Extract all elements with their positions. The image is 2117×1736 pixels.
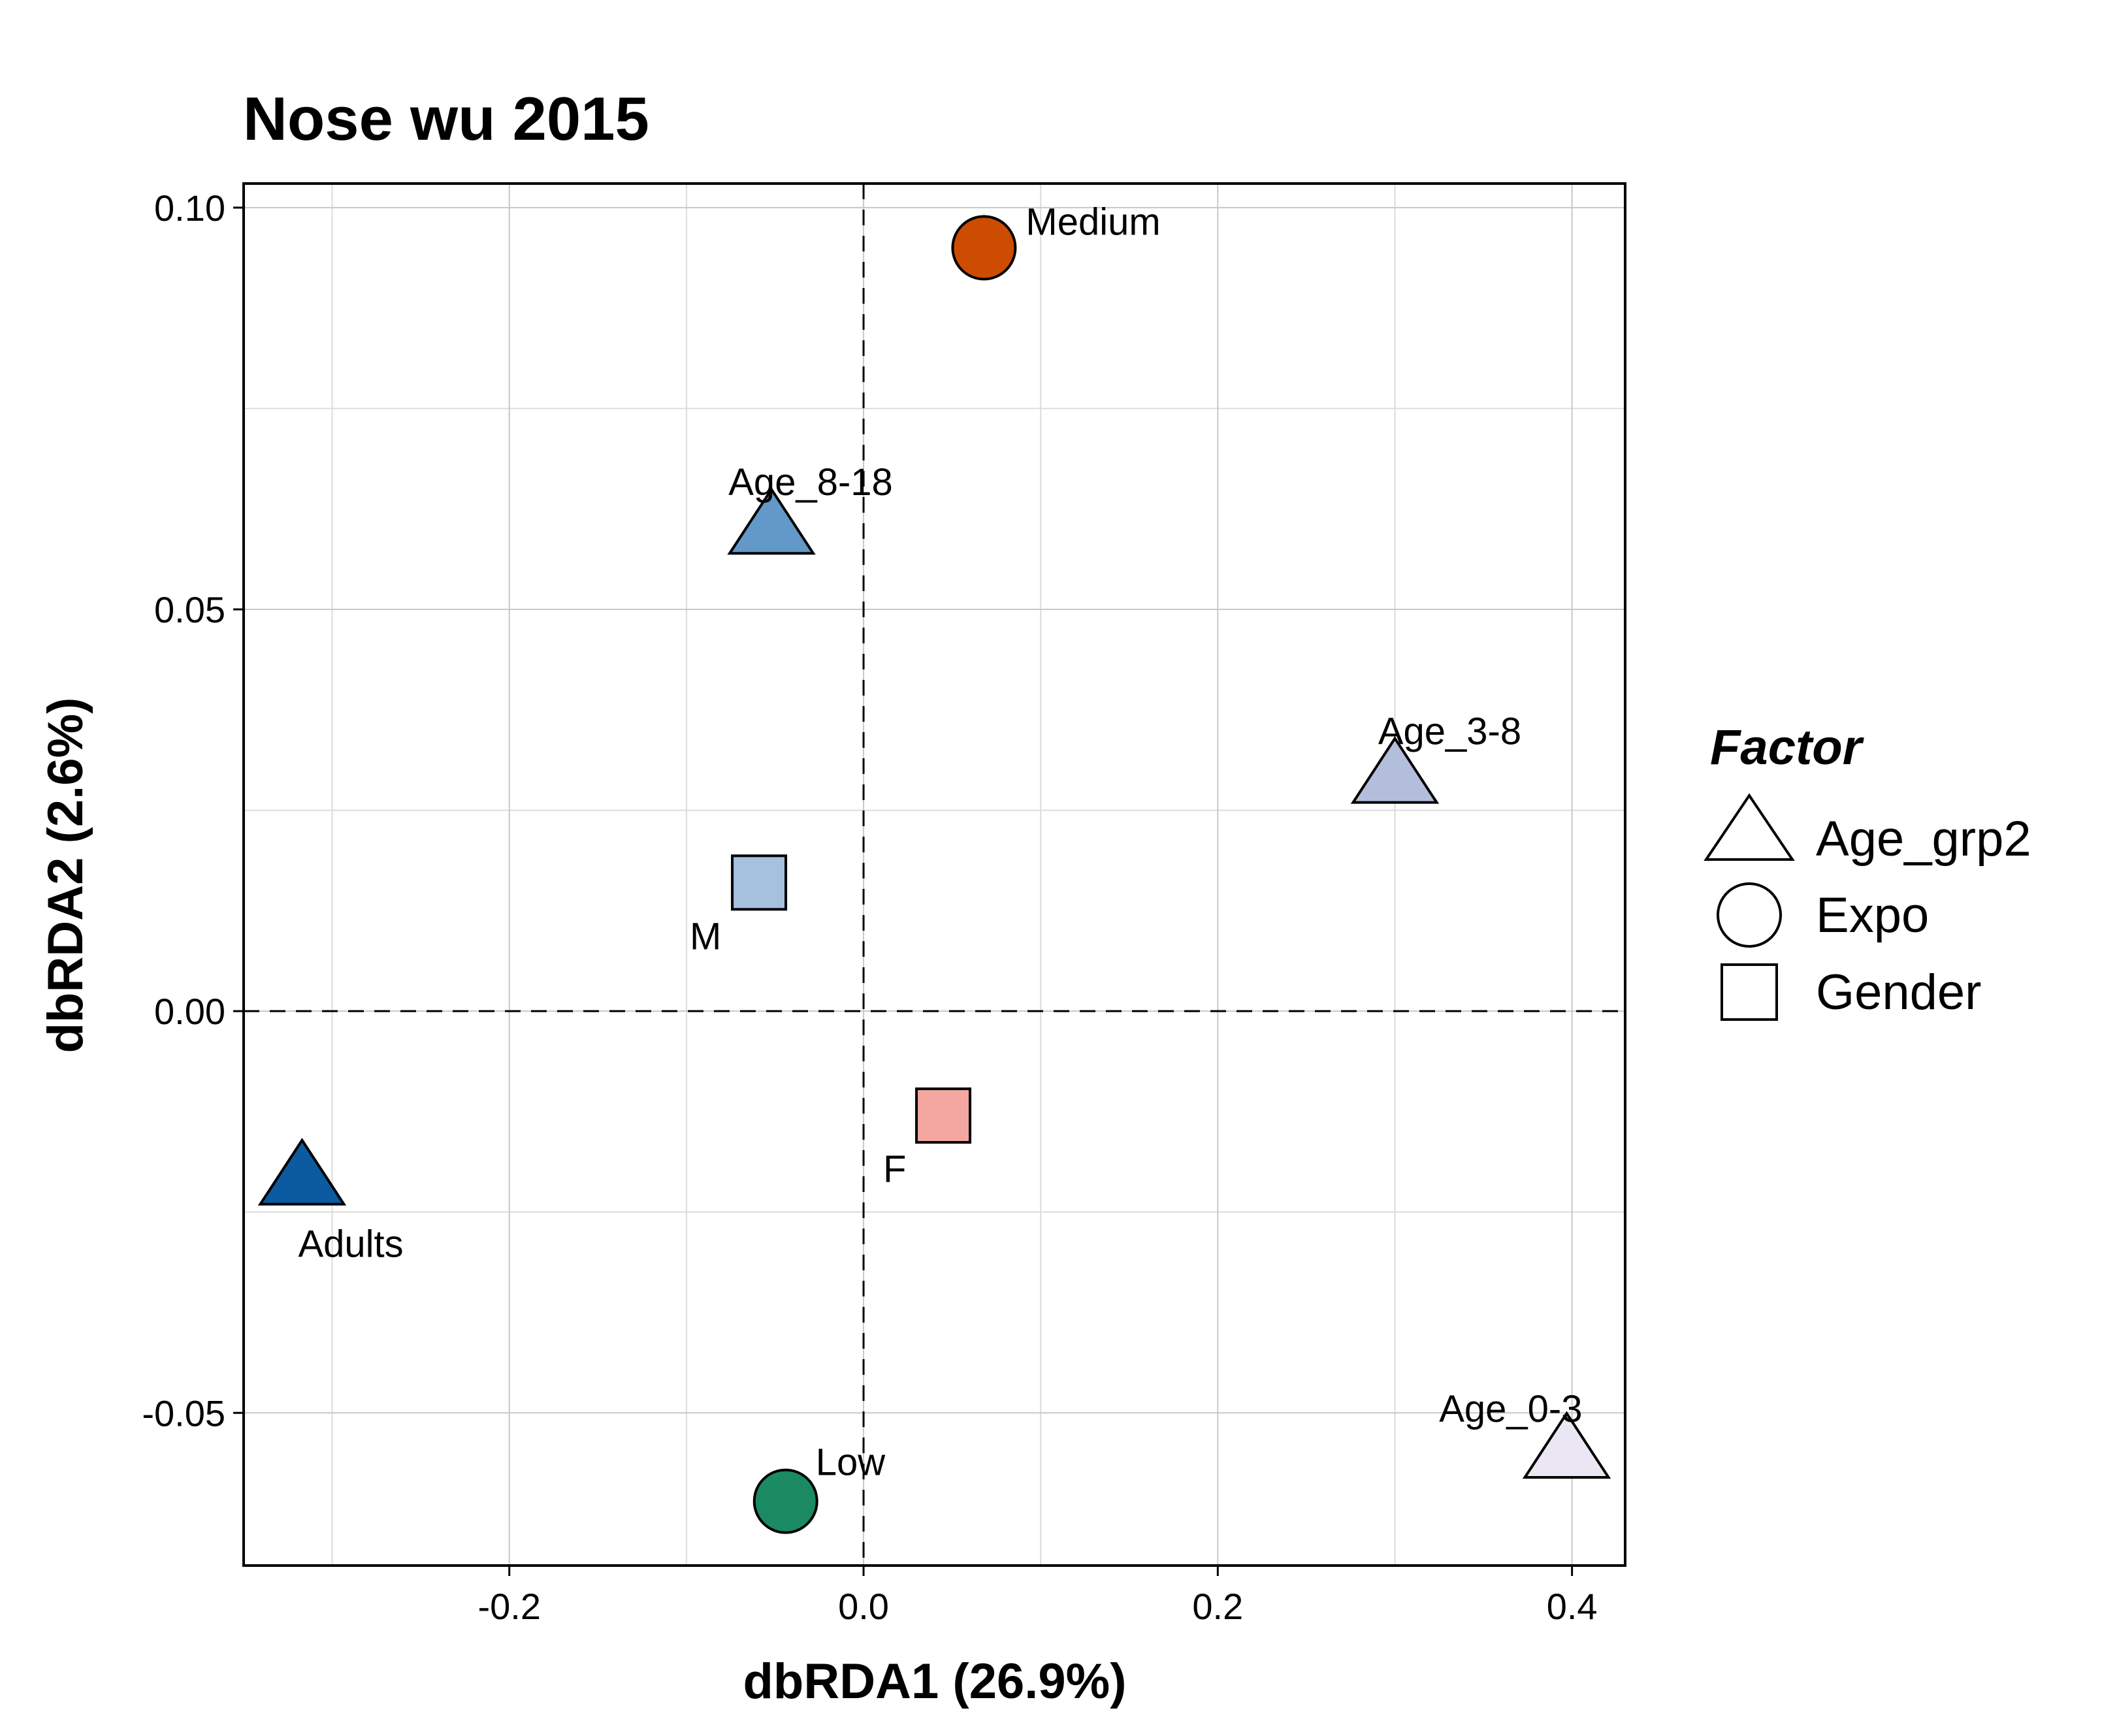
- data-points: [257, 215, 1611, 1534]
- y-tick-label: 0.00: [154, 991, 225, 1032]
- point-label-age-0-3: Age_0-3: [1439, 1388, 1582, 1430]
- point-adults: [257, 1138, 347, 1206]
- x-axis: -0.2 0.0 0.2 0.4: [477, 1566, 1598, 1627]
- legend-label-expo: Expo: [1816, 888, 1929, 943]
- point-medium: [951, 215, 1017, 281]
- point-age-0-3: [1522, 1411, 1611, 1479]
- legend-triangle-icon: [1704, 793, 1795, 861]
- legend-circle-icon: [1717, 882, 1782, 948]
- point-label-m: M: [690, 915, 721, 957]
- x-tick-label: 0.0: [838, 1586, 889, 1627]
- point-age-3-8: [1350, 735, 1440, 804]
- y-tick-label: 0.05: [154, 589, 225, 630]
- y-axis: -0.05 0.00 0.05 0.10: [142, 187, 244, 1434]
- legend: Factor Age_grp2 Expo Gender: [1704, 720, 2031, 1021]
- point-low: [752, 1468, 818, 1534]
- legend-title: Factor: [1710, 720, 1865, 775]
- point-labels: Medium Low Age_8-18 Age_3-8 Adults Age_0-3 M F: [298, 201, 1582, 1483]
- y-tick-label: -0.05: [142, 1392, 225, 1434]
- x-tick-label: 0.4: [1547, 1586, 1598, 1627]
- legend-label-gender: Gender: [1816, 965, 1982, 1020]
- point-label-adults: Adults: [298, 1223, 403, 1265]
- x-axis-title: dbRDA1 (26.9%): [743, 1654, 1127, 1709]
- point-f: [915, 1087, 972, 1144]
- gridlines: [244, 184, 1625, 1566]
- legend-square-icon: [1721, 963, 1778, 1021]
- point-label-f: F: [883, 1148, 906, 1191]
- x-tick-label: 0.2: [1192, 1586, 1243, 1627]
- point-label-age-3-8: Age_3-8: [1378, 710, 1521, 752]
- legend-label-age-grp2: Age_grp2: [1816, 811, 2031, 867]
- point-m: [731, 854, 788, 911]
- point-label-age-8-18: Age_8-18: [728, 461, 893, 504]
- plot-panel-border: [242, 182, 1626, 1567]
- point-label-medium: Medium: [1026, 201, 1160, 243]
- zero-lines: [244, 184, 1625, 1566]
- y-axis-title: dbRDA2 (2.6%): [38, 698, 93, 1053]
- y-tick-label: 0.10: [154, 187, 225, 229]
- x-tick-label: -0.2: [477, 1586, 541, 1627]
- chart-title: Nose wu 2015: [243, 84, 649, 153]
- point-age-8-18: [727, 487, 816, 555]
- point-label-low: Low: [816, 1441, 886, 1484]
